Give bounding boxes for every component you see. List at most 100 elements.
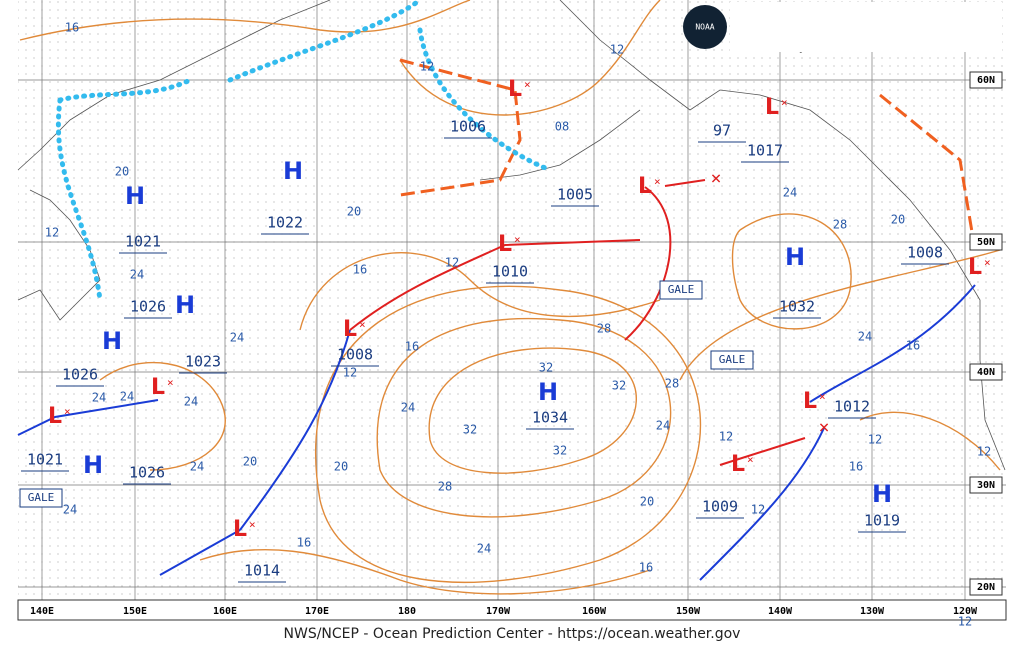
isobar-label: 28 — [438, 480, 452, 494]
isobar-label: 24 — [63, 503, 77, 517]
logo — [683, 5, 727, 49]
low-x: × — [249, 518, 256, 531]
isobar-label: 24 — [477, 542, 491, 556]
isobar-label: 12 — [977, 445, 991, 459]
isobar-label: 28 — [833, 218, 847, 232]
low-center: L — [498, 232, 512, 257]
high-center: H — [538, 378, 558, 406]
low-center: L — [638, 174, 652, 199]
pressure-label: 1010 — [492, 263, 528, 281]
gale-label: GALE — [28, 491, 55, 504]
low-center: L — [233, 517, 247, 542]
low-x: × — [167, 376, 174, 389]
low-x: × — [984, 256, 991, 269]
lon-label: 130W — [860, 606, 885, 617]
isobar-label: 16 — [65, 21, 79, 35]
lat-label: 30N — [977, 480, 995, 491]
isobar-label: 24 — [190, 460, 204, 474]
lon-label: 120W — [953, 606, 978, 617]
isobar-label: 16 — [906, 339, 920, 353]
low-center: L — [765, 95, 779, 120]
pressure-label: 1026 — [130, 298, 166, 316]
low-center: L — [508, 77, 522, 102]
labels: 24-HOUR SURFACE FORECASTISSUED: 06:23 UT… — [19, 3, 1003, 629]
isobar-label: 24 — [401, 401, 415, 415]
lat-box — [969, 363, 1003, 381]
high-center: H — [125, 182, 145, 210]
pressure-label: 1019 — [864, 512, 900, 530]
isobar-label: 12 — [445, 256, 459, 270]
pressure-label: 97 — [713, 122, 731, 140]
lat-box — [969, 476, 1003, 494]
coastlines — [17, 0, 1006, 471]
isobar-label: 32 — [463, 423, 477, 437]
lat-box — [969, 71, 1003, 89]
low-x: × — [359, 318, 366, 331]
lon-label: 140W — [768, 606, 793, 617]
lon-label: 160W — [582, 606, 607, 617]
isobar-label: 16 — [639, 561, 653, 575]
pressure-label: 1012 — [834, 398, 870, 416]
isobar-label: 28 — [597, 322, 611, 336]
low-x: × — [514, 233, 521, 246]
isobar-label: 24 — [783, 186, 797, 200]
gale-label: GALE — [668, 283, 695, 296]
pressure-label: 1006 — [450, 118, 486, 136]
isobar-label: 20 — [891, 213, 905, 227]
low-x: × — [524, 78, 531, 91]
low-center: L — [343, 317, 357, 342]
pressure-label: 1021 — [27, 451, 63, 469]
isobar-label: 12 — [343, 366, 357, 380]
pressure-label: 1032 — [779, 298, 815, 316]
pressure-label: 1026 — [129, 464, 165, 482]
pressure-label: 1022 — [267, 214, 303, 232]
lon-label: 180 — [398, 606, 416, 617]
lat-label: 40N — [977, 367, 995, 378]
high-center: H — [283, 157, 303, 185]
isobar-label: 24 — [130, 268, 144, 282]
high-center: H — [175, 291, 195, 319]
forecast-x: × — [819, 417, 830, 438]
lat-box — [969, 233, 1003, 251]
pressure-label: 1017 — [747, 142, 783, 160]
isobar-label: 12 — [420, 60, 434, 74]
logo-text: NOAA — [695, 23, 714, 32]
isobar-label: 16 — [849, 460, 863, 474]
forecast-x: × — [711, 168, 722, 189]
isobar-label: 12 — [719, 430, 733, 444]
isobar-label: 16 — [297, 536, 311, 550]
low-x: × — [781, 96, 788, 109]
isobar-label: 20 — [334, 460, 348, 474]
low-x: × — [64, 405, 71, 418]
isobar-label: 20 — [347, 205, 361, 219]
isobar-label: 08 — [555, 120, 569, 134]
isobar-label: 12 — [868, 433, 882, 447]
gale-label: GALE — [719, 353, 746, 366]
isobar-label: 16 — [405, 340, 419, 354]
lat-box — [969, 578, 1003, 596]
pressure-label: 1005 — [557, 186, 593, 204]
low-center: L — [803, 389, 817, 414]
low-center: L — [731, 452, 745, 477]
isobar-label: 28 — [665, 377, 679, 391]
isobar-label: 24 — [92, 391, 106, 405]
isobar-label: 24 — [858, 330, 872, 344]
lat-label: 20N — [977, 582, 995, 593]
low-x: × — [819, 390, 826, 403]
low-center: L — [48, 404, 62, 429]
isobar-label: 32 — [553, 444, 567, 458]
lon-label: 150W — [676, 606, 701, 617]
isobar-label: 12 — [751, 503, 765, 517]
lon-label: 150E — [123, 606, 147, 617]
lon-label: 160E — [213, 606, 237, 617]
gale-box — [710, 350, 754, 370]
isobar-label: 12 — [958, 615, 972, 629]
fronts — [17, 0, 977, 581]
lon-label: 170W — [486, 606, 511, 617]
isobar-label: 24 — [120, 390, 134, 404]
lon-label: 170E — [305, 606, 329, 617]
lat-label: 50N — [977, 237, 995, 248]
low-center: L — [968, 255, 982, 280]
isobar-label: 32 — [539, 361, 553, 375]
